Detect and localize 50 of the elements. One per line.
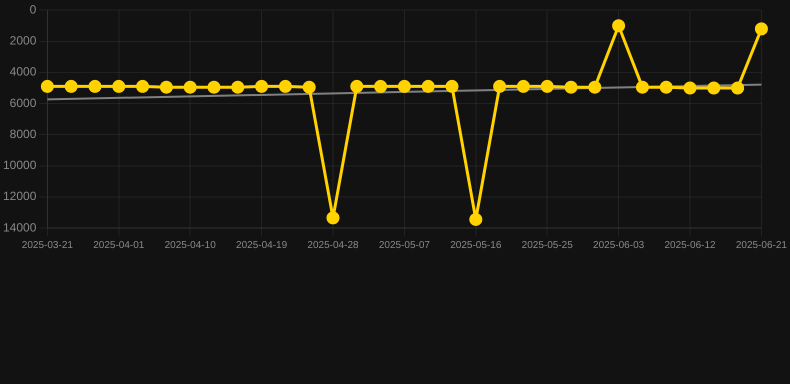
point [88, 80, 102, 93]
point [326, 211, 340, 224]
point [422, 80, 435, 93]
point [184, 80, 197, 94]
point [398, 80, 411, 93]
point [207, 80, 220, 94]
point [707, 81, 720, 94]
point [40, 80, 54, 93]
x-tick-label: 2025-06-21 [736, 240, 788, 251]
x-tick-label: 2025-04-01 [93, 240, 145, 251]
x-tick-label: 2025-04-10 [164, 240, 216, 251]
point [660, 80, 673, 94]
point [493, 80, 506, 93]
y-tick-label: 2000 [10, 34, 37, 48]
point [684, 81, 697, 94]
x-tick-label: 2025-03-21 [22, 240, 74, 251]
x-tick-label: 2025-05-25 [522, 240, 574, 251]
y-tick-label: 0 [30, 2, 37, 17]
y-tick-label: 6000 [10, 96, 37, 110]
point [564, 80, 578, 94]
point [754, 22, 768, 36]
point [255, 80, 268, 93]
point [469, 212, 482, 226]
x-tick-label: 2025-06-12 [664, 240, 716, 251]
point [136, 80, 150, 93]
point [731, 81, 744, 94]
point [374, 80, 388, 93]
y-tick-label: 12000 [2, 189, 37, 204]
point [160, 80, 173, 94]
y-tick-label: 4000 [10, 64, 37, 79]
point [636, 80, 649, 94]
point [231, 80, 244, 94]
point [112, 80, 126, 93]
point [446, 80, 458, 93]
y-tick-label: 10000 [2, 158, 37, 172]
x-tick-label: 2025-04-28 [307, 240, 360, 251]
point [588, 80, 602, 94]
point [302, 80, 316, 94]
y-tick-label: 14000 [2, 220, 37, 234]
x-tick-label: 2025-05-07 [378, 240, 430, 251]
point [540, 80, 554, 93]
point [64, 80, 78, 93]
point [516, 80, 530, 93]
point [612, 19, 626, 32]
x-tick-label: 2025-06-03 [593, 240, 645, 251]
x-tick-label: 2025-04-19 [236, 240, 288, 251]
point [278, 80, 292, 93]
point [350, 80, 364, 93]
x-tick-label: 2025-05-16 [450, 240, 502, 251]
y-tick-label: 8000 [10, 126, 37, 141]
